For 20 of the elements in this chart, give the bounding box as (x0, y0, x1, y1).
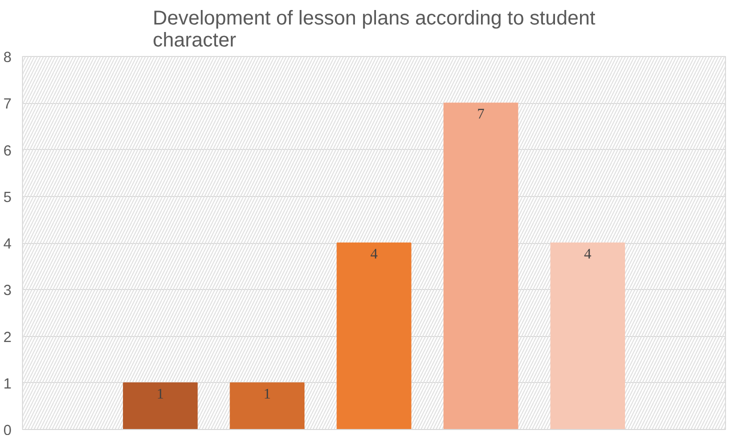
y-tick-label: 3 (3, 283, 12, 300)
data-label: 4 (370, 246, 378, 263)
y-tick-label: 2 (3, 330, 12, 346)
y-tick-label: 0 (3, 423, 12, 439)
y-tick-label: 6 (3, 143, 12, 160)
y-tick-label: 7 (3, 96, 12, 113)
bar (336, 242, 412, 430)
bar (443, 102, 518, 430)
y-tick-label: 5 (3, 190, 12, 206)
bar (122, 382, 198, 430)
y-tick-label: 4 (3, 236, 12, 252)
y-tick-label: 1 (3, 376, 12, 392)
data-label: 4 (584, 246, 592, 263)
chart-title: Development of lesson plans according to student character (152, 8, 596, 52)
data-label: 1 (156, 386, 164, 402)
bar (230, 382, 305, 430)
bar (550, 242, 626, 430)
data-label: 1 (263, 386, 271, 402)
y-tick-label: 8 (3, 50, 12, 66)
data-label: 7 (477, 106, 485, 123)
